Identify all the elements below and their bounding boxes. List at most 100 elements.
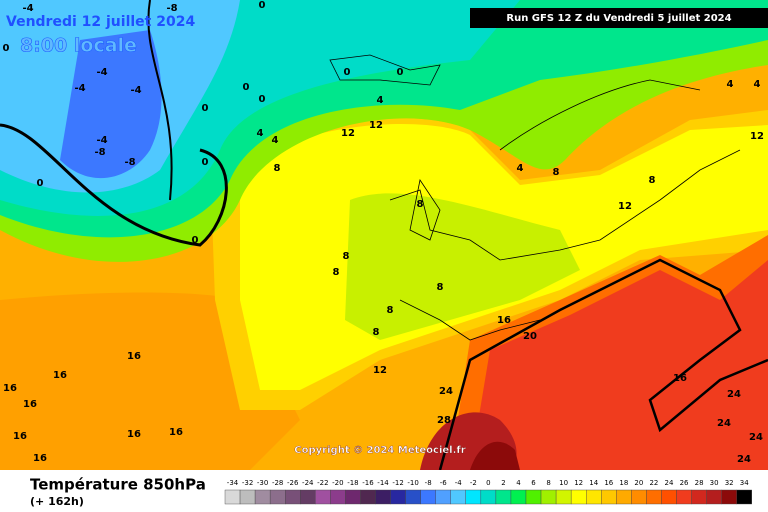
contour-label: 0 bbox=[192, 235, 199, 246]
legend-swatch bbox=[285, 489, 301, 505]
legend-swatch bbox=[405, 489, 421, 505]
legend-swatch bbox=[224, 489, 241, 505]
legend-tick-label: -22 bbox=[317, 479, 328, 487]
contour-label: 8 bbox=[417, 199, 424, 210]
run-banner bbox=[470, 8, 768, 28]
legend-tick-label: 4 bbox=[516, 479, 521, 487]
contour-label: 24 bbox=[727, 389, 741, 400]
contour-label: 0 bbox=[259, 94, 266, 105]
contour-label: -8 bbox=[124, 157, 135, 168]
legend-swatch bbox=[315, 489, 331, 505]
legend-swatch bbox=[375, 489, 391, 505]
legend-tick-label: 8 bbox=[546, 479, 550, 487]
contour-label: -4 bbox=[130, 85, 141, 96]
legend-tick-label: 6 bbox=[531, 479, 536, 487]
contour-label: 8 bbox=[274, 163, 281, 174]
run-info: Run GFS 12 Z du Vendredi 5 juillet 2024 bbox=[506, 13, 731, 24]
contour-label: 24 bbox=[749, 432, 763, 443]
legend-swatch bbox=[360, 489, 376, 505]
legend-tick-label: 12 bbox=[574, 479, 583, 487]
contour-label: 12 bbox=[750, 131, 764, 142]
contour-label: 16 bbox=[53, 370, 67, 381]
legend-tick-label: 26 bbox=[680, 479, 689, 487]
legend-tick-label: 20 bbox=[634, 479, 643, 487]
contour-label: 0 bbox=[344, 67, 351, 78]
legend-tick-label: -18 bbox=[347, 479, 358, 487]
contour-label: 12 bbox=[618, 201, 632, 212]
contour-label: 16 bbox=[673, 373, 687, 384]
legend-tick-label: 2 bbox=[501, 479, 505, 487]
legend-tick-label: 14 bbox=[589, 479, 598, 487]
contour-label: 8 bbox=[333, 267, 340, 278]
legend-tick-label: 30 bbox=[710, 479, 719, 487]
legend-tick-label: 22 bbox=[649, 479, 658, 487]
legend-tick-label: -10 bbox=[407, 479, 418, 487]
contour-label: -4 bbox=[96, 135, 107, 146]
legend-swatch bbox=[480, 489, 497, 505]
legend-tick-label: -24 bbox=[302, 479, 314, 487]
legend-swatch bbox=[495, 489, 512, 505]
legend-tick-label: -2 bbox=[470, 479, 477, 487]
legend-swatch bbox=[721, 489, 737, 505]
legend-tick-label: 18 bbox=[619, 479, 628, 487]
contour-label: 8 bbox=[387, 305, 394, 316]
legend-swatch bbox=[345, 489, 361, 505]
contour-label: 20 bbox=[523, 331, 537, 342]
legend-swatch bbox=[390, 489, 406, 505]
valid-date: Vendredi 12 juillet 2024 bbox=[6, 14, 195, 30]
copyright: Copyright © 2024 Meteociel.fr bbox=[294, 445, 465, 456]
legend-tick-label: -26 bbox=[287, 479, 299, 487]
legend-swatch bbox=[661, 489, 677, 505]
legend-swatch bbox=[239, 489, 256, 505]
contour-label: 16 bbox=[169, 427, 183, 438]
legend-tick-label: -6 bbox=[440, 479, 448, 487]
legend-swatch bbox=[676, 489, 692, 505]
contour-label: 16 bbox=[497, 315, 511, 326]
contour-label: 4 bbox=[517, 163, 524, 174]
contour-label: -8 bbox=[166, 3, 177, 14]
contour-label: 24 bbox=[737, 454, 751, 465]
legend-swatch bbox=[646, 489, 662, 505]
legend-tick-label: -20 bbox=[332, 479, 343, 487]
legend-swatch bbox=[330, 489, 346, 505]
legend-swatch bbox=[570, 489, 587, 505]
contour-label: 8 bbox=[437, 282, 444, 293]
contour-label: 4 bbox=[272, 135, 279, 146]
contour-label: 0 bbox=[259, 0, 266, 11]
footer-title: Température 850hPa bbox=[30, 476, 206, 494]
contour-label: 24 bbox=[717, 418, 731, 429]
legend-swatch bbox=[420, 489, 436, 505]
contour-label: 0 bbox=[37, 178, 44, 189]
contour-label: 16 bbox=[13, 431, 27, 442]
contour-label: 8 bbox=[343, 251, 350, 262]
legend-swatch bbox=[706, 489, 722, 505]
legend-swatch bbox=[555, 489, 572, 505]
contour-label: 16 bbox=[127, 429, 141, 440]
legend-tick-label: -8 bbox=[425, 479, 432, 487]
legend-swatch bbox=[269, 489, 286, 505]
legend-swatch bbox=[691, 489, 707, 505]
contour-label: 8 bbox=[649, 175, 656, 186]
contour-label: 4 bbox=[257, 128, 264, 139]
contour-label: 28 bbox=[437, 415, 451, 426]
contour-label: 16 bbox=[127, 351, 141, 362]
legend-swatch bbox=[616, 489, 632, 505]
legend-swatch bbox=[254, 489, 271, 505]
legend-swatch bbox=[465, 489, 482, 505]
contour-label: 16 bbox=[3, 383, 17, 394]
contour-label: 4 bbox=[727, 79, 734, 90]
contour-label: -4 bbox=[74, 83, 85, 94]
legend-tick-label: -34 bbox=[227, 479, 239, 487]
legend-swatch bbox=[450, 489, 467, 505]
contour-label: 8 bbox=[373, 327, 380, 338]
contour-label: 12 bbox=[373, 365, 387, 376]
contour-label: 0 bbox=[397, 67, 404, 78]
legend-tick-label: 24 bbox=[665, 479, 674, 487]
legend-tick-label: 0 bbox=[486, 479, 490, 487]
legend-swatch bbox=[525, 489, 542, 505]
legend-tick-label: -4 bbox=[455, 479, 463, 487]
legend-tick-label: 10 bbox=[559, 479, 568, 487]
contour-label: 4 bbox=[754, 79, 761, 90]
legend-tick-label: 28 bbox=[695, 479, 704, 487]
